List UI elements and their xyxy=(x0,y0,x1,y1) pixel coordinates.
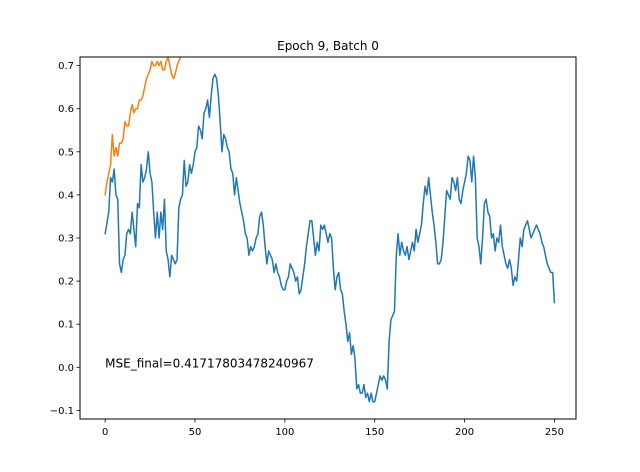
y-tick-label: 0.6 xyxy=(58,104,74,115)
x-tick-label: 100 xyxy=(275,427,294,438)
x-tick-label: 0 xyxy=(102,427,108,438)
y-tick-label: 0.4 xyxy=(58,190,74,201)
y-tick-label: 0.2 xyxy=(58,277,74,288)
chart-title: Epoch 9, Batch 0 xyxy=(277,39,379,53)
y-tick-label: 0.3 xyxy=(58,234,74,245)
y-tick-label: −0.1 xyxy=(50,406,74,417)
y-tick-label: 0.5 xyxy=(58,147,74,158)
x-axis: 0 50 100 150 200 250 xyxy=(102,419,564,438)
x-tick-label: 200 xyxy=(455,427,474,438)
series-line-2 xyxy=(104,57,182,196)
series-layer xyxy=(104,57,556,403)
mse-annotation: MSE_final=0.41717803478240967 xyxy=(105,356,314,370)
y-tick-label: 0.1 xyxy=(58,320,74,331)
y-tick-label: 0.0 xyxy=(58,363,74,374)
x-tick-label: 50 xyxy=(189,427,202,438)
y-axis: −0.1 0.0 0.1 0.2 0.3 0.4 0.5 0.6 0.7 xyxy=(50,61,80,417)
x-tick-label: 150 xyxy=(365,427,384,438)
series-line-1 xyxy=(104,73,556,403)
y-tick-label: 0.7 xyxy=(58,61,74,72)
x-tick-label: 250 xyxy=(545,427,564,438)
